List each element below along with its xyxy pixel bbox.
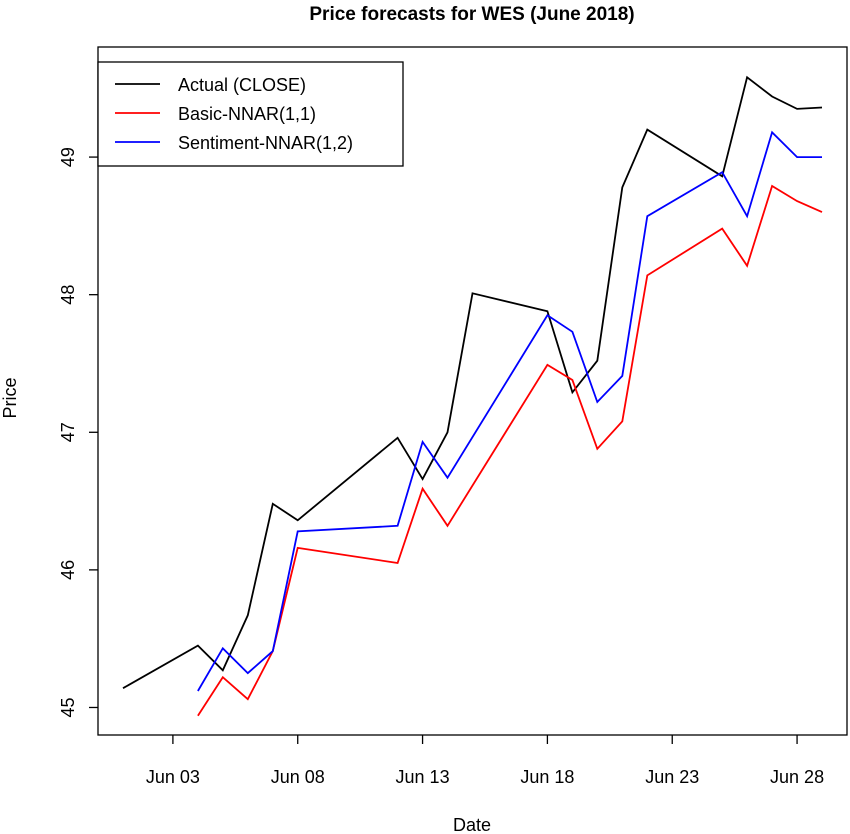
x-tick-label: Jun 23: [645, 767, 699, 787]
y-tick-label: 47: [58, 422, 78, 442]
x-axis: Jun 03 Jun 08 Jun 13 Jun 18 Jun 23 Jun 28: [146, 735, 824, 787]
x-tick-label: Jun 18: [520, 767, 574, 787]
series-layer: [122, 75, 823, 717]
y-axis: 45 46 47 48 49: [58, 147, 98, 717]
y-axis-label: Price: [0, 377, 20, 418]
chart-title: Price forecasts for WES (June 2018): [309, 4, 634, 25]
y-tick-label: 46: [58, 560, 78, 580]
x-tick-label: Jun 13: [396, 767, 450, 787]
x-tick-label: Jun 28: [770, 767, 824, 787]
series-line-2: [197, 130, 822, 692]
x-axis-label: Date: [453, 815, 491, 834]
y-tick-label: 48: [58, 285, 78, 305]
plot-frame: [97, 46, 848, 736]
series-line-0: [122, 75, 823, 689]
y-tick-label: 45: [58, 697, 78, 717]
legend-label: Basic-NNAR(1,1): [178, 104, 316, 124]
y-tick-label: 49: [58, 147, 78, 167]
legend: Actual (CLOSE) Basic-NNAR(1,1) Sentiment-N…: [97, 61, 404, 167]
legend-label: Sentiment-NNAR(1,2): [178, 133, 353, 153]
series-line-1: [197, 184, 823, 717]
x-tick-label: Jun 08: [271, 767, 325, 787]
legend-box: [97, 61, 404, 167]
legend-label: Actual (CLOSE): [178, 75, 306, 95]
x-tick-label: Jun 03: [146, 767, 200, 787]
